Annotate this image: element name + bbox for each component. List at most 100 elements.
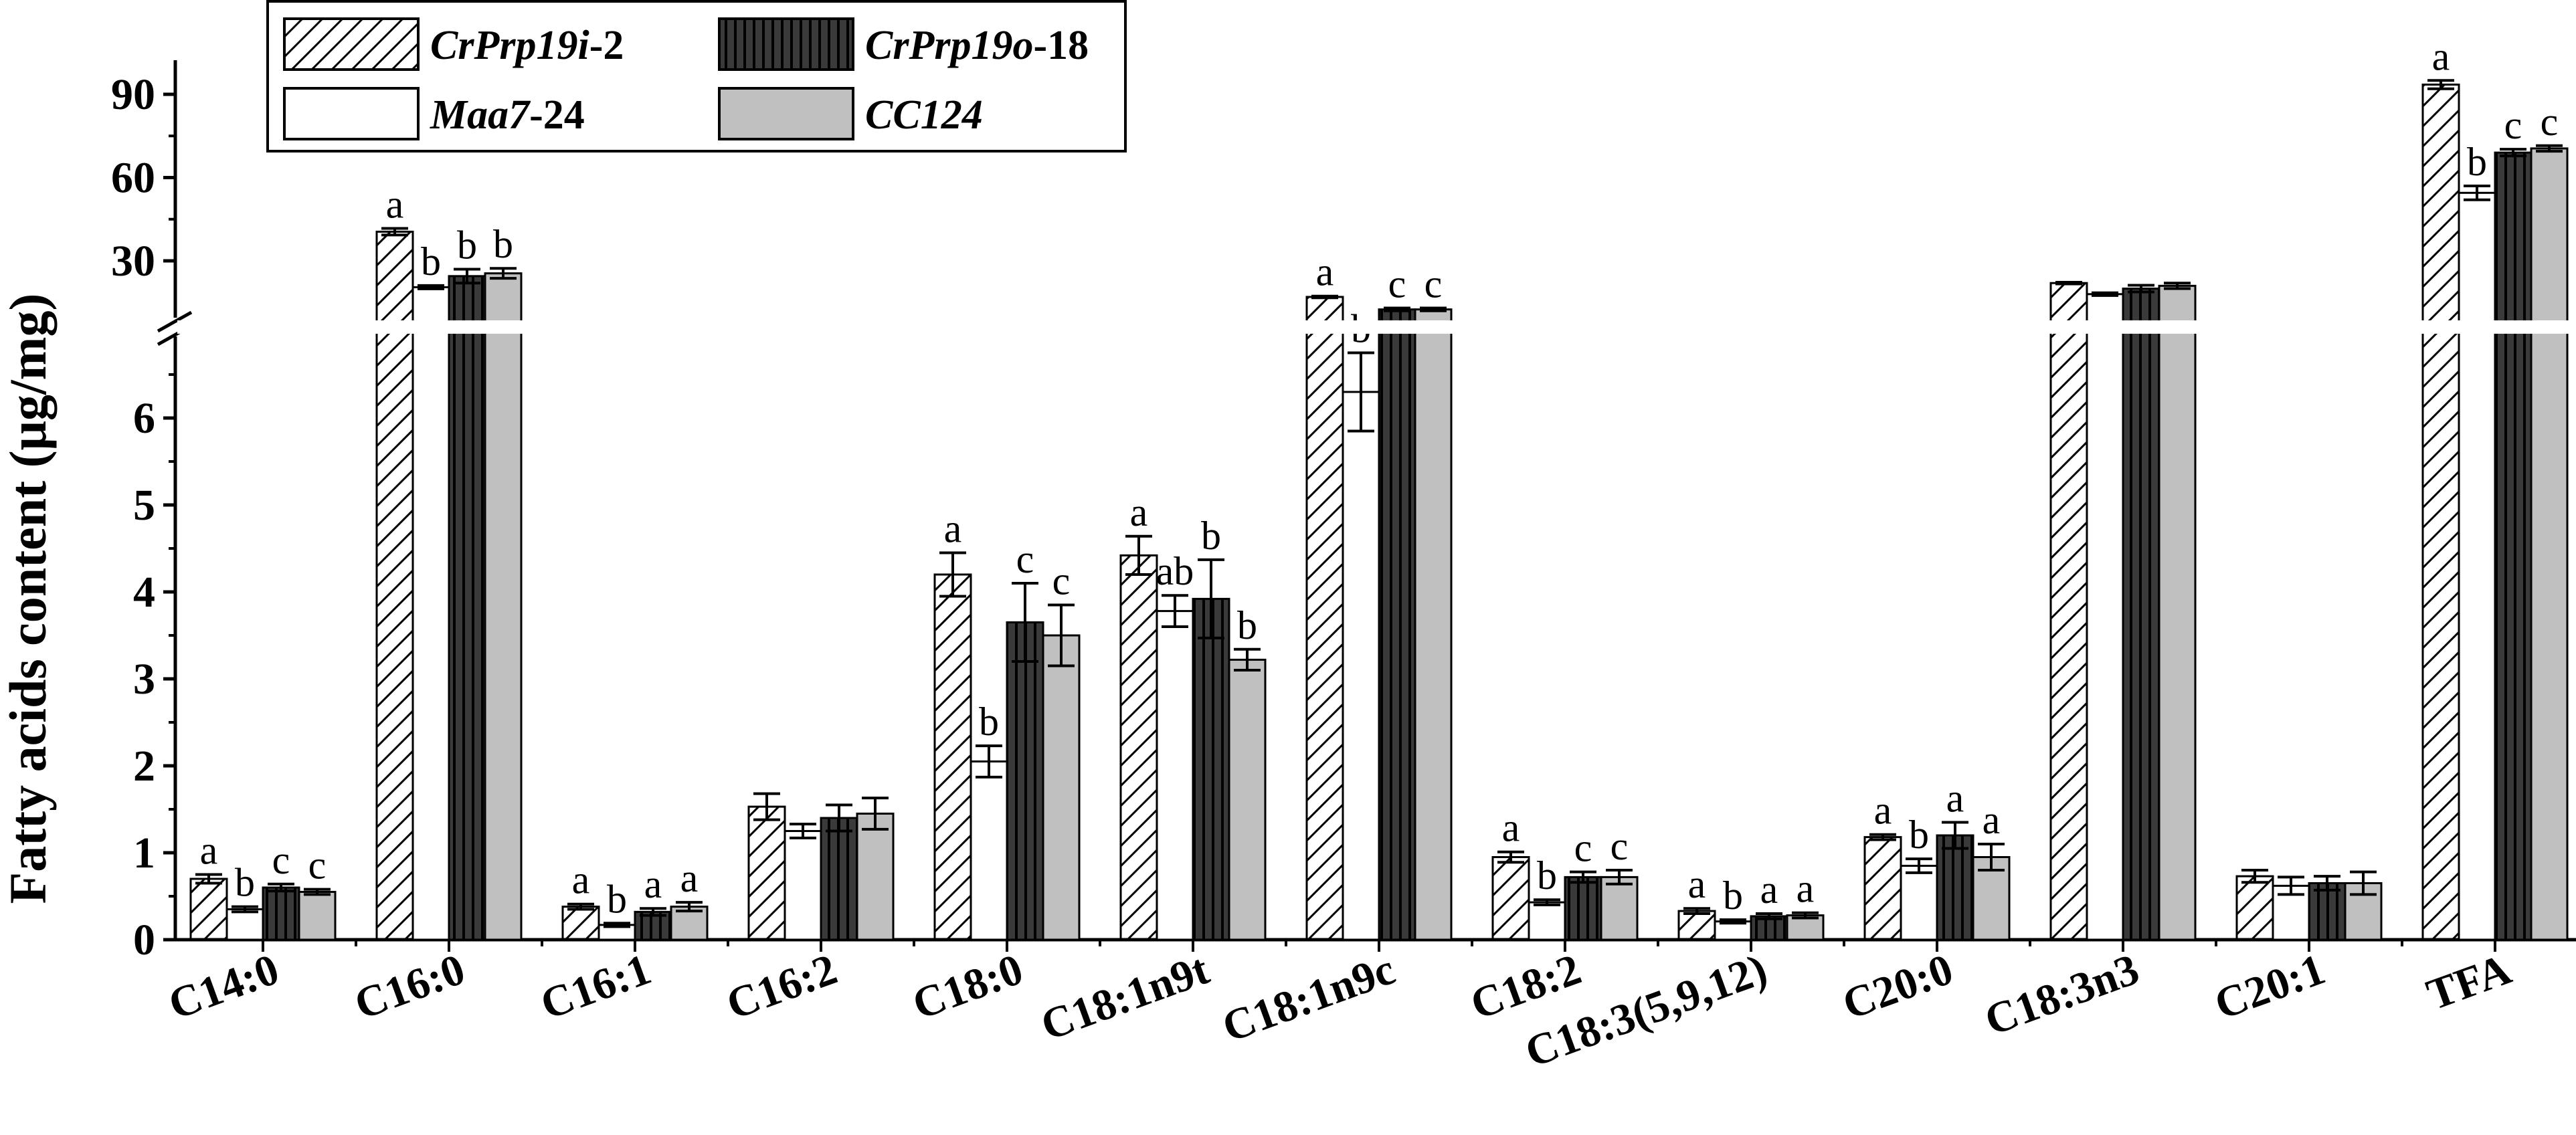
significance-label: a [1688,862,1706,906]
bar [1305,296,1344,941]
bar [1342,391,1380,941]
bar [298,891,337,941]
significance-label: a [944,507,962,551]
axis-break-gap [177,320,2576,334]
significance-label: c [1016,537,1034,581]
legend-label: Maa7-24 [430,92,585,138]
bar [1900,865,1938,941]
bar [262,886,300,941]
x-tick-label: C16:1 [535,944,657,1029]
bar [2530,147,2569,941]
y-tick-label: 4 [133,568,155,617]
bar [189,878,228,941]
bar [1006,621,1044,941]
y-tick-label: 0 [133,916,155,964]
legend-swatch [283,17,420,71]
bar [1414,308,1453,941]
bar [784,830,822,941]
significance-label: c [2504,103,2522,147]
bar [1378,308,1416,941]
significance-label: b [607,877,627,921]
y-tick-label: 6 [133,394,155,443]
y-tick-label: 2 [133,742,155,791]
significance-label: b [493,222,513,266]
legend-label: CC124 [865,92,983,138]
significance-label: a [1130,490,1148,534]
y-tick-label: 1 [133,829,155,878]
x-tick-label: C16:0 [349,944,471,1029]
bar [820,817,858,941]
bar [2086,293,2124,941]
bar [561,906,600,941]
x-tick-label: TFA [2421,944,2518,1019]
x-tick-label: C18:0 [907,944,1029,1029]
bar [225,908,264,941]
significance-label: a [644,862,662,906]
significance-label: b [457,223,477,267]
bar [375,230,414,941]
bar [2421,83,2460,941]
legend-swatch [718,87,854,140]
significance-label: b [1723,873,1743,918]
x-tick-label: C20:1 [2209,944,2331,1029]
bar [1677,910,1716,941]
significance-label: a [572,858,590,902]
significance-label: c [1574,826,1592,870]
y-tick-label: 5 [133,481,155,530]
significance-label: b [979,700,999,744]
bar [933,573,972,941]
legend-swatch [283,87,420,140]
x-tick-label: C18:3n3 [1979,944,2145,1045]
significance-label: b [235,861,255,905]
significance-label: a [1316,250,1334,294]
bar [747,805,786,941]
y-tick-label: 60 [111,154,155,203]
x-tick-label: C20:0 [1837,944,1959,1029]
significance-label: c [1388,262,1406,306]
bar [1936,834,1974,941]
legend-swatch [718,17,854,71]
x-tick-label: C18:1n9c [1216,944,1401,1051]
x-tick-label: C16:2 [721,944,843,1029]
x-tick-label: C18:1n9t [1035,944,1216,1050]
significance-label: a [1983,798,2001,842]
significance-label: c [272,838,290,882]
bar [1042,634,1081,941]
bar [484,272,523,941]
legend-label: CrPrp19o-18 [865,23,1089,68]
bar [856,813,895,941]
significance-label: c [1052,559,1071,603]
significance-label: a [1797,867,1815,911]
significance-label: c [1424,262,1443,306]
bar [448,275,486,941]
bar [1528,901,1566,941]
significance-label: a [1946,777,1964,821]
significance-label: b [2467,140,2487,184]
bar [2122,288,2160,941]
legend: CrPrp19i-2 Maa7-24 CrPrp19o-18 CC124 [266,0,1127,152]
y-tick-label: 30 [111,237,155,286]
significance-label: c [1611,824,1629,868]
bar [411,286,450,941]
bar [1119,554,1158,941]
axis-break-mark [157,310,193,333]
significance-label: c [2541,100,2559,144]
significance-label: c [308,843,327,888]
significance-label: b [1537,853,1557,898]
significance-label: a [1760,867,1778,912]
bar [2235,875,2274,941]
significance-label: a [200,829,218,873]
significance-label: ab [1156,549,1194,593]
bar [2344,882,2383,941]
significance-label: a [386,182,404,226]
bar [1863,836,1902,941]
significance-label: b [421,239,441,284]
bar [970,760,1008,941]
significance-label: a [1874,789,1892,833]
x-tick-label: C14:0 [163,944,285,1029]
bar [1491,856,1530,941]
significance-label: b [1909,813,1929,857]
bar [1192,597,1230,941]
